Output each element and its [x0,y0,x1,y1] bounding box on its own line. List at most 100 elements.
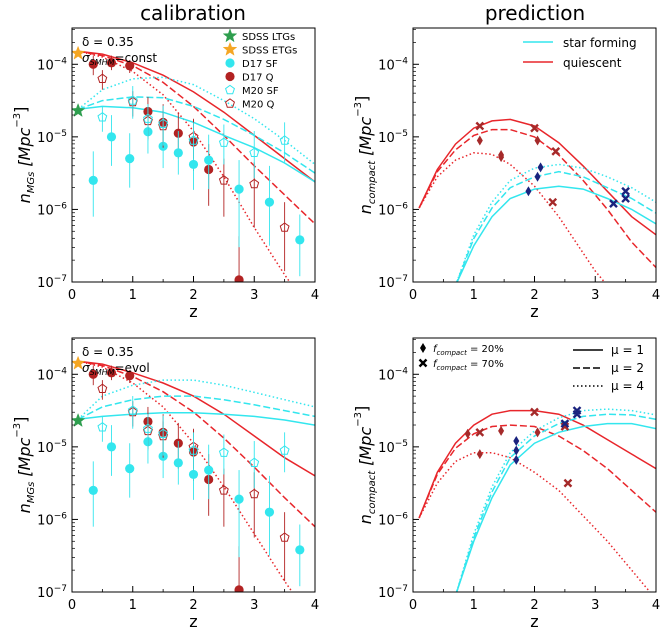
y-tick-label: 10−7 [37,584,67,601]
data-point [218,485,229,495]
data-point [143,423,153,433]
x-tick-label: 4 [652,288,660,303]
y-tick-label: 10−6 [37,511,67,528]
plot-area [418,118,656,282]
x-tick-label: 4 [652,598,660,613]
series-line-sf-4 [77,76,315,165]
data-point [158,428,169,438]
data-point [475,121,485,131]
sigma-annotation: σSMHM=evol [82,361,150,377]
y-tick-label: 10−4 [37,366,67,383]
data-point [143,113,153,123]
x-tick-label: 0 [409,288,417,303]
series-line-q-2 [418,128,656,269]
data-point [513,436,520,447]
data-point [551,147,561,156]
y-tick-label: 10−7 [378,584,408,601]
data-point-stroke [551,147,561,156]
data-point [498,152,505,163]
data-point [218,137,229,147]
data-point [72,355,86,370]
x-axis-label: z [189,302,197,321]
data-point [264,507,275,517]
data-point-stroke [560,419,570,428]
legend-marker [222,41,238,56]
data-point [279,532,290,542]
data-point [125,464,135,474]
data-point [188,135,199,145]
series-line-sf-2 [456,170,656,282]
y-tick-label: 10−5 [37,129,67,146]
y-axis-label: nMGs [Mpc−3] [11,417,37,514]
legend-marker [420,343,426,353]
data-point [476,449,483,460]
series-line-q-1 [78,360,315,477]
series-line-sf-4 [77,379,315,420]
series-line-q-1 [418,409,656,519]
data-point-stroke [548,197,558,207]
calib-evol-panel: 0 1 2 3 4 z 10−7 10−6 10−5 10−4 nMGs [Mpc−3] δ = 0.… [11,337,319,631]
data-point-stroke [563,478,573,488]
data-point [249,457,260,467]
data-point [218,175,229,185]
y-axis-label: nMGs [Mpc−3] [11,107,37,204]
pred-const-panel: 0 1 2 3 4 z 10−7 10−6 10−5 10−4 ncompact [Mpc−3] st… [352,27,660,321]
calibration-title: calibration [140,1,246,25]
legend-label: fcompact = 20% [433,344,504,357]
data-point [513,454,520,465]
series-line-sf-1 [456,185,656,282]
series-line-sf-2 [77,395,315,420]
data-point [97,383,108,393]
data-point [204,155,214,165]
plot-area [418,406,656,592]
legend-marker [225,58,235,68]
x-tick-label: 2 [530,598,538,613]
y-tick-label: 10−7 [37,274,67,291]
legend-label: SDSS LTGs [242,32,295,43]
plot-area [72,355,315,592]
legend-label: μ = 1 [611,343,644,357]
data-point [234,275,244,282]
data-point [560,419,570,428]
data-point [548,197,558,207]
y-axis-label: ncompact [Mpc−3] [352,96,378,215]
legend-label: fcompact = 70% [433,359,504,372]
legend-marker [222,28,238,43]
series-line-sf-2 [455,413,656,592]
data-point [534,427,541,438]
y-axis-label: ncompact [Mpc−3] [352,406,378,525]
legend-label: μ = 2 [611,361,644,375]
data-point-stroke [475,427,485,437]
legend-marker-stroke [418,358,428,368]
x-tick-label: 1 [129,598,137,613]
x-tick-label: 3 [250,288,258,303]
legend-marker [225,84,235,95]
data-point [234,585,244,592]
x-tick-label: 2 [530,288,538,303]
data-point-stroke [609,199,618,208]
data-point [249,178,260,189]
series-line-q-2 [418,424,656,519]
data-point [475,427,485,437]
data-point [88,369,98,379]
data-point [513,445,520,456]
series-line-q-4 [77,50,291,282]
x-axis-label: z [530,302,538,321]
data-point [234,184,244,194]
data-point-stroke [475,121,485,131]
data-point [525,186,532,197]
x-tick-label: 0 [68,288,76,303]
x-tick-label: 4 [311,288,319,303]
y-tick-label: 10−4 [378,366,408,383]
data-point [279,222,290,232]
data-point [560,422,570,431]
data-point [125,61,135,71]
data-point [106,368,117,378]
legend-label: quiescent [563,56,622,70]
delta-annotation: δ = 0.35 [82,345,134,359]
y-tick-label: 10−6 [378,201,408,218]
data-point [218,447,229,457]
x-tick-label: 3 [250,598,258,613]
data-point [279,445,290,455]
y-tick-label: 10−7 [378,274,408,291]
